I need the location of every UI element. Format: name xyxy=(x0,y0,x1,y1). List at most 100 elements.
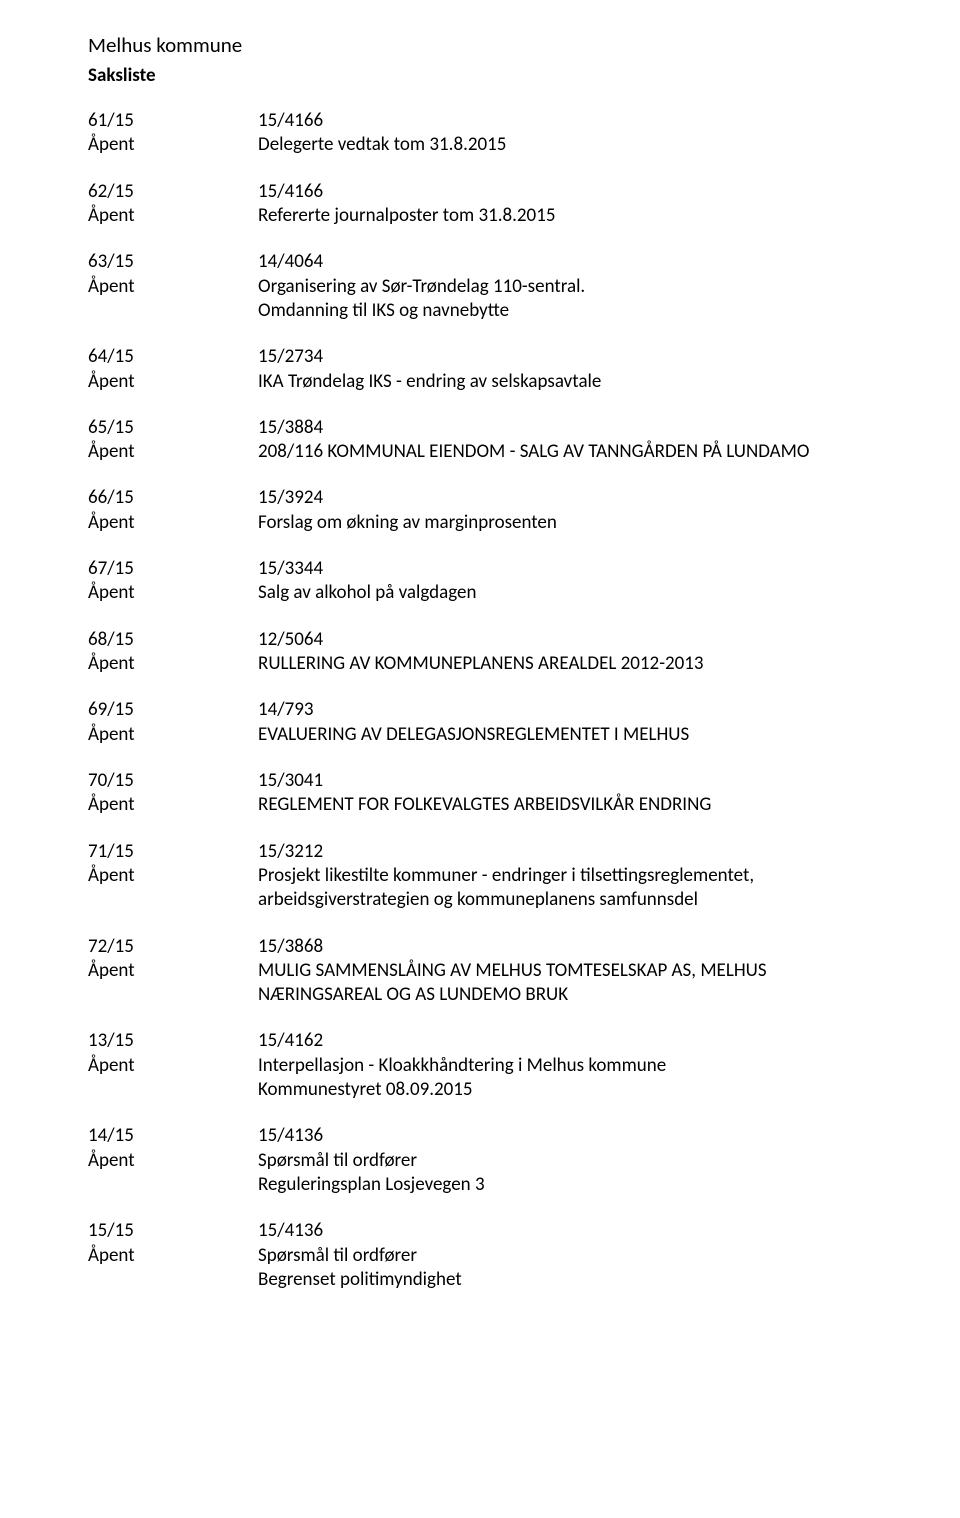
access-label: Åpent xyxy=(88,1244,258,1268)
access-label: Åpent xyxy=(88,1149,258,1173)
spacer xyxy=(88,1268,258,1292)
case-number: 72/15 xyxy=(88,935,258,959)
case-description-row: Begrenset politimyndighet xyxy=(88,1268,872,1292)
case-item: 61/1515/4166ÅpentDelegerte vedtak tom 31… xyxy=(88,109,872,158)
access-label: Åpent xyxy=(88,275,258,299)
reference-number: 15/3212 xyxy=(258,840,872,864)
reference-number: 15/4136 xyxy=(258,1219,872,1243)
case-detail-row: ÅpentREGLEMENT FOR FOLKEVALGTES ARBEIDSV… xyxy=(88,793,872,817)
case-detail-row: ÅpentIKA Trøndelag IKS - endring av sels… xyxy=(88,370,872,394)
reference-number: 15/3344 xyxy=(258,557,872,581)
reference-number: 15/2734 xyxy=(258,345,872,369)
access-label: Åpent xyxy=(88,1054,258,1078)
list-title: Saksliste xyxy=(88,64,872,87)
case-header-row: 69/1514/793 xyxy=(88,698,872,722)
case-number: 13/15 xyxy=(88,1029,258,1053)
case-detail-row: ÅpentForslag om økning av marginprosente… xyxy=(88,511,872,535)
case-description: IKA Trøndelag IKS - endring av selskapsa… xyxy=(258,370,872,394)
case-header-row: 15/1515/4136 xyxy=(88,1219,872,1243)
case-number: 64/15 xyxy=(88,345,258,369)
case-header-row: 63/1514/4064 xyxy=(88,250,872,274)
case-detail-row: Åpent208/116 KOMMUNAL EIENDOM - SALG AV … xyxy=(88,440,872,464)
case-description: EVALUERING AV DELEGASJONSREGLEMENTET I M… xyxy=(258,723,872,747)
reference-number: 15/4166 xyxy=(258,180,872,204)
access-label: Åpent xyxy=(88,793,258,817)
case-header-row: 61/1515/4166 xyxy=(88,109,872,133)
case-detail-row: ÅpentDelegerte vedtak tom 31.8.2015 xyxy=(88,133,872,157)
case-header-row: 62/1515/4166 xyxy=(88,180,872,204)
reference-number: 15/3924 xyxy=(258,486,872,510)
case-header-row: 67/1515/3344 xyxy=(88,557,872,581)
case-description: Spørsmål til ordfører xyxy=(258,1149,872,1173)
case-detail-row: ÅpentInterpellasjon - Kloakkhåndtering i… xyxy=(88,1054,872,1078)
case-item: 13/1515/4162ÅpentInterpellasjon - Kloakk… xyxy=(88,1029,872,1102)
reference-number: 15/3884 xyxy=(258,416,872,440)
reference-number: 15/4166 xyxy=(258,109,872,133)
organization-name: Melhus kommune xyxy=(88,32,872,58)
case-description: Refererte journalposter tom 31.8.2015 xyxy=(258,204,872,228)
case-number: 61/15 xyxy=(88,109,258,133)
case-detail-row: ÅpentSalg av alkohol på valgdagen xyxy=(88,581,872,605)
case-description: 208/116 KOMMUNAL EIENDOM - SALG AV TANNG… xyxy=(258,440,872,464)
case-item: 72/1515/3868ÅpentMULIG SAMMENSLÅING AV M… xyxy=(88,935,872,1008)
case-description-line: Begrenset politimyndighet xyxy=(258,1268,872,1292)
case-number: 71/15 xyxy=(88,840,258,864)
case-description: MULIG SAMMENSLÅING AV MELHUS TOMTESELSKA… xyxy=(258,959,872,983)
case-description: Organisering av Sør-Trøndelag 110-sentra… xyxy=(258,275,872,299)
case-number: 67/15 xyxy=(88,557,258,581)
case-description: Forslag om økning av marginprosenten xyxy=(258,511,872,535)
access-label: Åpent xyxy=(88,723,258,747)
case-description-line: Reguleringsplan Losjevegen 3 xyxy=(258,1173,872,1197)
case-number: 68/15 xyxy=(88,628,258,652)
reference-number: 12/5064 xyxy=(258,628,872,652)
case-description-row: Kommunestyret 08.09.2015 xyxy=(88,1078,872,1102)
case-item: 68/1512/5064ÅpentRULLERING AV KOMMUNEPLA… xyxy=(88,628,872,677)
reference-number: 15/3868 xyxy=(258,935,872,959)
access-label: Åpent xyxy=(88,959,258,983)
case-header-row: 66/1515/3924 xyxy=(88,486,872,510)
case-description-line: NÆRINGSAREAL OG AS LUNDEMO BRUK xyxy=(258,983,872,1007)
access-label: Åpent xyxy=(88,440,258,464)
case-header-row: 71/1515/3212 xyxy=(88,840,872,864)
reference-number: 14/4064 xyxy=(258,250,872,274)
case-description-line: Kommunestyret 08.09.2015 xyxy=(258,1078,872,1102)
case-header-row: 14/1515/4136 xyxy=(88,1124,872,1148)
case-description: REGLEMENT FOR FOLKEVALGTES ARBEIDSVILKÅR… xyxy=(258,793,872,817)
spacer xyxy=(88,1078,258,1102)
case-number: 66/15 xyxy=(88,486,258,510)
spacer xyxy=(88,299,258,323)
case-number: 63/15 xyxy=(88,250,258,274)
case-item: 71/1515/3212ÅpentProsjekt likestilte kom… xyxy=(88,840,872,913)
case-description-line: Omdanning til IKS og navnebytte xyxy=(258,299,872,323)
case-item: 69/1514/793ÅpentEVALUERING AV DELEGASJON… xyxy=(88,698,872,747)
case-detail-row: ÅpentRefererte journalposter tom 31.8.20… xyxy=(88,204,872,228)
case-description-row: Omdanning til IKS og navnebytte xyxy=(88,299,872,323)
case-item: 62/1515/4166ÅpentRefererte journalposter… xyxy=(88,180,872,229)
case-number: 65/15 xyxy=(88,416,258,440)
access-label: Åpent xyxy=(88,204,258,228)
case-item: 64/1515/2734ÅpentIKA Trøndelag IKS - end… xyxy=(88,345,872,394)
reference-number: 15/4162 xyxy=(258,1029,872,1053)
access-label: Åpent xyxy=(88,864,258,888)
page: Melhus kommune Saksliste 61/1515/4166Åpe… xyxy=(0,0,960,1518)
case-item: 63/1514/4064ÅpentOrganisering av Sør-Trø… xyxy=(88,250,872,323)
case-number: 69/15 xyxy=(88,698,258,722)
case-description: RULLERING AV KOMMUNEPLANENS AREALDEL 201… xyxy=(258,652,872,676)
access-label: Åpent xyxy=(88,370,258,394)
case-description: Delegerte vedtak tom 31.8.2015 xyxy=(258,133,872,157)
case-number: 62/15 xyxy=(88,180,258,204)
access-label: Åpent xyxy=(88,133,258,157)
case-number: 14/15 xyxy=(88,1124,258,1148)
case-detail-row: ÅpentOrganisering av Sør-Trøndelag 110-s… xyxy=(88,275,872,299)
spacer xyxy=(88,888,258,912)
spacer xyxy=(88,1173,258,1197)
case-number: 70/15 xyxy=(88,769,258,793)
reference-number: 15/4136 xyxy=(258,1124,872,1148)
case-header-row: 72/1515/3868 xyxy=(88,935,872,959)
case-header-row: 68/1512/5064 xyxy=(88,628,872,652)
case-detail-row: ÅpentSpørsmål til ordfører xyxy=(88,1244,872,1268)
case-header-row: 70/1515/3041 xyxy=(88,769,872,793)
spacer xyxy=(88,983,258,1007)
access-label: Åpent xyxy=(88,581,258,605)
case-item: 65/1515/3884Åpent208/116 KOMMUNAL EIENDO… xyxy=(88,416,872,465)
